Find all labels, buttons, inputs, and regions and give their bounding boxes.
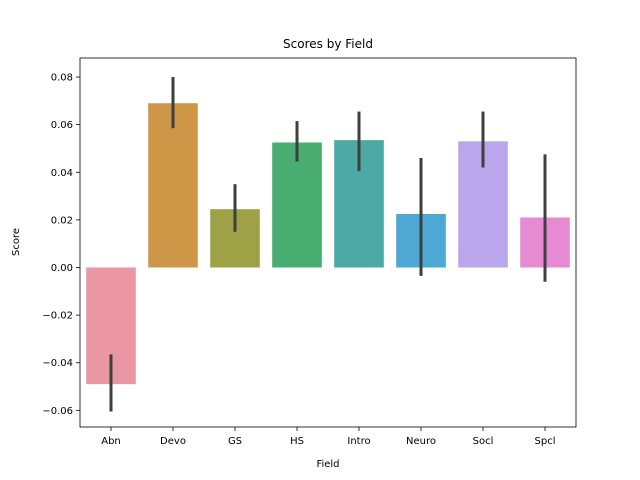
y-tick-label: 0.08 (51, 73, 73, 84)
y-axis-label: Score (11, 228, 22, 256)
y-tick-label: 0.04 (51, 168, 73, 179)
y-tick-label: 0.00 (51, 263, 73, 274)
x-axis: Abn Devo GS HS Intro Neuro Socl Spcl (101, 427, 555, 447)
x-tick-label: Neuro (406, 436, 436, 447)
x-axis-label: Field (316, 459, 339, 470)
y-tick-label: −0.04 (42, 358, 73, 369)
y-tick-label: −0.06 (42, 406, 73, 417)
y-tick-label: 0.02 (51, 215, 73, 226)
bar-devo (148, 103, 198, 268)
y-axis: −0.06 −0.04 −0.02 0.00 0.02 0.04 0.06 0.08 (42, 73, 80, 417)
x-tick-label: Abn (101, 436, 121, 447)
plot-area (86, 77, 570, 412)
x-tick-label: HS (290, 436, 304, 447)
x-tick-label: Spcl (535, 436, 556, 447)
bar-hs (272, 142, 322, 268)
x-tick-label: GS (228, 436, 242, 447)
x-tick-label: Devo (160, 436, 186, 447)
x-tick-label: Socl (473, 436, 494, 447)
y-tick-label: 0.06 (51, 120, 73, 131)
x-tick-label: Intro (347, 436, 370, 447)
plot-frame (79, 57, 577, 428)
y-tick-label: −0.02 (42, 311, 73, 322)
chart-title: Scores by Field (283, 37, 373, 51)
